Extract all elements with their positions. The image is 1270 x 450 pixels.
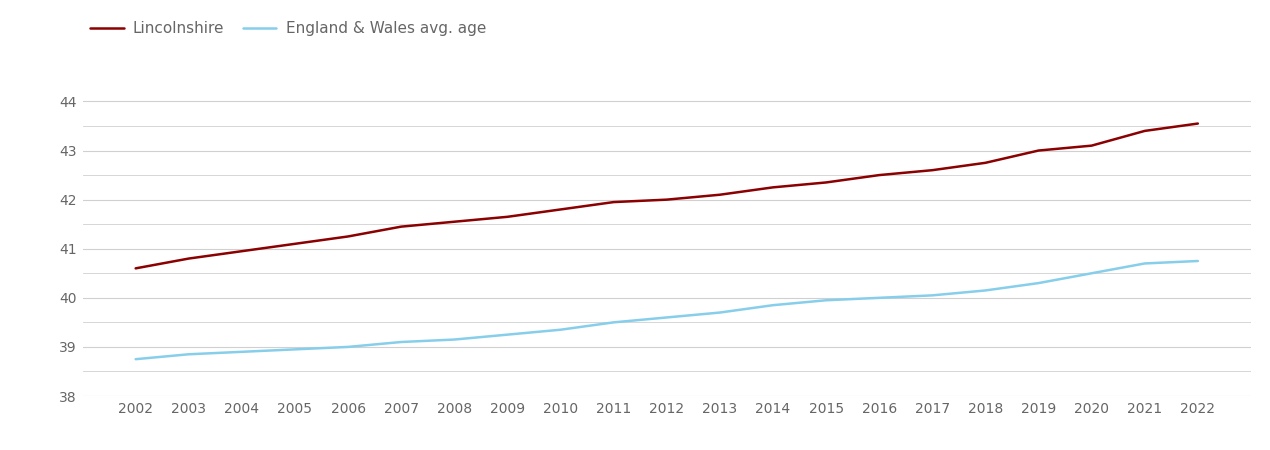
- Lincolnshire: [1137, 128, 1152, 134]
- England & Wales avg. age: [978, 288, 993, 293]
- Lincolnshire: [1190, 121, 1205, 126]
- England & Wales avg. age: [1085, 270, 1100, 276]
- Lincolnshire: [394, 224, 409, 230]
- England & Wales avg. age: [1137, 261, 1152, 266]
- Lincolnshire: [659, 197, 674, 202]
- England & Wales avg. age: [766, 302, 781, 308]
- Lincolnshire: [925, 167, 940, 173]
- Lincolnshire: [1085, 143, 1100, 148]
- Line: Lincolnshire: Lincolnshire: [136, 124, 1198, 268]
- England & Wales avg. age: [659, 315, 674, 320]
- Lincolnshire: [182, 256, 197, 261]
- England & Wales avg. age: [287, 346, 302, 352]
- Lincolnshire: [606, 199, 621, 205]
- Lincolnshire: [712, 192, 728, 198]
- England & Wales avg. age: [818, 297, 833, 303]
- Lincolnshire: [234, 248, 249, 254]
- Lincolnshire: [871, 172, 886, 178]
- England & Wales avg. age: [447, 337, 462, 342]
- England & Wales avg. age: [500, 332, 516, 338]
- Lincolnshire: [766, 184, 781, 190]
- Lincolnshire: [340, 234, 356, 239]
- England & Wales avg. age: [340, 344, 356, 350]
- Lincolnshire: [128, 266, 144, 271]
- Lincolnshire: [818, 180, 833, 185]
- England & Wales avg. age: [234, 349, 249, 355]
- Line: England & Wales avg. age: England & Wales avg. age: [136, 261, 1198, 359]
- Lincolnshire: [500, 214, 516, 220]
- England & Wales avg. age: [394, 339, 409, 345]
- Lincolnshire: [1031, 148, 1046, 153]
- Lincolnshire: [552, 207, 568, 212]
- England & Wales avg. age: [925, 292, 940, 298]
- England & Wales avg. age: [871, 295, 886, 301]
- England & Wales avg. age: [606, 320, 621, 325]
- England & Wales avg. age: [128, 356, 144, 362]
- England & Wales avg. age: [1190, 258, 1205, 264]
- Lincolnshire: [978, 160, 993, 166]
- Lincolnshire: [287, 241, 302, 247]
- England & Wales avg. age: [552, 327, 568, 333]
- England & Wales avg. age: [712, 310, 728, 315]
- England & Wales avg. age: [182, 351, 197, 357]
- Legend: Lincolnshire, England & Wales avg. age: Lincolnshire, England & Wales avg. age: [90, 21, 486, 36]
- England & Wales avg. age: [1031, 280, 1046, 286]
- Lincolnshire: [447, 219, 462, 225]
